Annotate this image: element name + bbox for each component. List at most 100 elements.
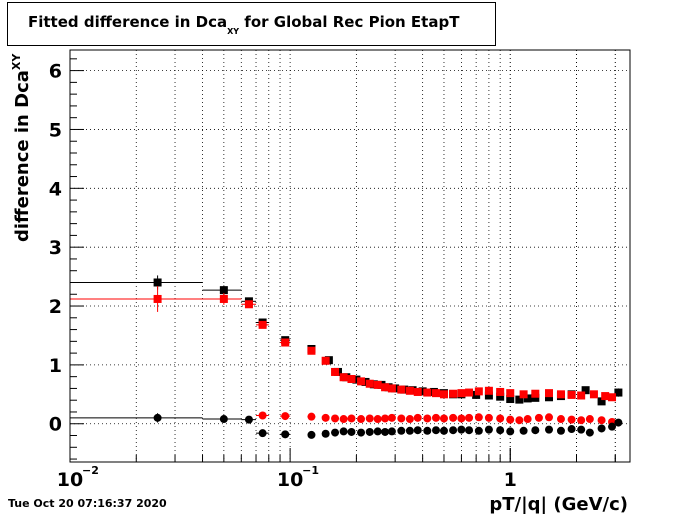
x-tick-label-exponent: −1 bbox=[302, 464, 319, 477]
series-2 bbox=[256, 411, 617, 426]
data-point-square bbox=[523, 394, 532, 403]
data-point-circle bbox=[387, 413, 396, 422]
data-point-square bbox=[347, 375, 356, 384]
data-point-square bbox=[423, 388, 432, 397]
x-tick-label: 10 bbox=[277, 469, 303, 491]
data-point-circle bbox=[439, 414, 448, 423]
data-point-circle bbox=[556, 426, 565, 435]
data-point-circle bbox=[474, 426, 483, 435]
data-point-square bbox=[381, 383, 390, 392]
data-point-circle bbox=[365, 427, 374, 436]
data-point-circle bbox=[484, 425, 493, 434]
data-point-circle bbox=[567, 415, 576, 424]
data-point-square bbox=[506, 395, 515, 404]
data-point-circle bbox=[465, 413, 474, 422]
data-point-circle bbox=[545, 425, 554, 434]
y-tick-label: 4 bbox=[49, 178, 62, 200]
grid-lines bbox=[69, 50, 630, 462]
data-point-circle bbox=[506, 415, 515, 424]
data-point-circle bbox=[614, 418, 623, 427]
chart-title-suffix: for Global Rec Pion EtapT bbox=[239, 13, 460, 31]
data-point-circle bbox=[534, 413, 543, 422]
chart-title: Fitted difference in DcaXY for Global Re… bbox=[28, 13, 460, 36]
data-point-square bbox=[153, 278, 162, 287]
data-point-circle bbox=[307, 430, 316, 439]
chart-title-box: Fitted difference in DcaXY for Global Re… bbox=[7, 2, 496, 46]
data-point-square bbox=[219, 286, 228, 295]
y-tick-label: 6 bbox=[49, 61, 62, 83]
data-point-circle bbox=[577, 416, 586, 425]
data-point-circle bbox=[413, 413, 422, 422]
data-point-circle bbox=[457, 425, 466, 434]
data-point-square bbox=[608, 393, 617, 402]
data-point-square bbox=[515, 395, 524, 404]
y-tick-label: 5 bbox=[49, 119, 62, 141]
data-point-circle bbox=[423, 426, 432, 435]
data-point-square bbox=[545, 393, 554, 402]
data-point-square bbox=[531, 389, 540, 398]
data-point-circle bbox=[397, 426, 406, 435]
data-point-square bbox=[153, 294, 162, 303]
svg-text:difference in DcaXY: difference in DcaXY bbox=[10, 53, 33, 242]
data-point-square bbox=[331, 367, 340, 376]
data-point-circle bbox=[397, 414, 406, 423]
data-point-circle bbox=[423, 414, 432, 423]
y-tick-label: 1 bbox=[49, 355, 62, 377]
data-point-circle bbox=[405, 426, 414, 435]
data-point-square bbox=[244, 300, 253, 309]
data-point-circle bbox=[373, 415, 382, 424]
data-point-circle bbox=[219, 415, 228, 424]
data-point-circle bbox=[307, 412, 316, 421]
data-point-circle bbox=[545, 413, 554, 422]
axis-ticks bbox=[69, 58, 616, 462]
series-0 bbox=[70, 275, 623, 406]
data-point-circle bbox=[365, 414, 374, 423]
data-point-circle bbox=[373, 427, 382, 436]
data-point-square bbox=[465, 388, 474, 397]
data-point-square bbox=[361, 377, 370, 386]
data-point-square bbox=[397, 385, 406, 394]
data-point-square bbox=[339, 373, 348, 382]
data-point-circle bbox=[432, 413, 441, 422]
data-point-circle bbox=[439, 426, 448, 435]
data-point-square bbox=[601, 392, 610, 401]
data-point-square bbox=[432, 389, 441, 398]
data-point-circle bbox=[608, 422, 617, 431]
data-point-circle bbox=[597, 424, 606, 433]
data-point-square bbox=[496, 392, 505, 401]
data-point-circle bbox=[339, 415, 348, 424]
data-point-square bbox=[307, 346, 316, 355]
data-point-circle bbox=[484, 413, 493, 422]
data-point-circle bbox=[556, 415, 565, 424]
data-point-circle bbox=[381, 427, 390, 436]
data-point-square bbox=[519, 390, 528, 399]
data-point-circle bbox=[519, 426, 528, 435]
data-point-square bbox=[321, 356, 330, 365]
x-axis-label: pT/|q| (GeV/c) bbox=[489, 494, 628, 514]
data-point-square bbox=[474, 387, 483, 396]
chart-title-subscript: XY bbox=[227, 27, 240, 36]
data-point-square bbox=[258, 320, 267, 329]
data-point-circle bbox=[387, 427, 396, 436]
data-point-square bbox=[457, 389, 466, 398]
data-point-square bbox=[614, 388, 623, 397]
y-axis-label: difference in DcaXY bbox=[10, 53, 33, 242]
chart-title-prefix: Fitted difference in Dca bbox=[28, 13, 228, 31]
data-point-square bbox=[567, 390, 576, 399]
timestamp: Tue Oct 20 07:16:37 2020 bbox=[8, 497, 167, 510]
data-point-square bbox=[484, 386, 493, 395]
data-point-circle bbox=[496, 426, 505, 435]
data-point-square bbox=[387, 384, 396, 393]
data-point-circle bbox=[585, 428, 594, 437]
data-point-circle bbox=[465, 426, 474, 435]
series-1 bbox=[70, 286, 617, 402]
data-point-square bbox=[589, 390, 598, 399]
data-point-square bbox=[219, 294, 228, 303]
x-tick-label-exponent: −2 bbox=[82, 464, 99, 477]
data-point-square bbox=[449, 389, 458, 398]
data-point-square bbox=[496, 387, 505, 396]
data-point-square bbox=[531, 393, 540, 402]
data-point-circle bbox=[244, 415, 253, 424]
data-point-circle bbox=[321, 413, 330, 422]
